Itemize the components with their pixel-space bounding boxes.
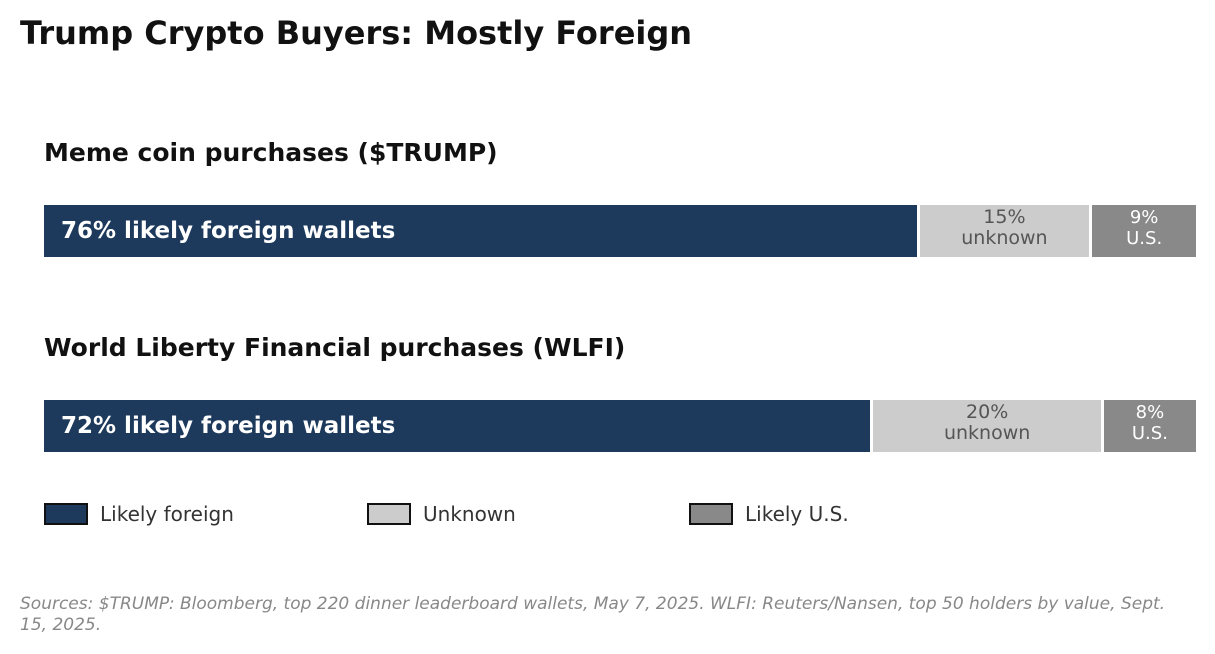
legend-swatch-us bbox=[689, 503, 733, 525]
bar-segment-us: 8% U.S. bbox=[1103, 400, 1196, 452]
panel-title-wlfi: World Liberty Financial purchases (WLFI) bbox=[44, 333, 626, 362]
panel-title-trump: Meme coin purchases ($TRUMP) bbox=[44, 138, 498, 167]
data-label-unknown-pct: 15% bbox=[983, 206, 1026, 228]
bar-segment-unknown: 20% unknown bbox=[873, 400, 1101, 452]
legend-item-foreign: Likely foreign bbox=[44, 502, 234, 526]
legend-label-us: Likely U.S. bbox=[745, 502, 849, 526]
stacked-bar-trump: 76% likely foreign wallets 15% unknown 9… bbox=[44, 205, 1196, 257]
data-label-us-word: U.S. bbox=[1131, 423, 1168, 444]
data-label-us-pct: 8% bbox=[1135, 402, 1165, 423]
legend-label-unknown: Unknown bbox=[423, 502, 516, 526]
stacked-bar-wlfi: 72% likely foreign wallets 20% unknown 8… bbox=[44, 400, 1196, 452]
data-label-us: 8% U.S. bbox=[1104, 402, 1196, 444]
data-label-unknown-pct: 20% bbox=[966, 401, 1009, 423]
legend-swatch-unknown bbox=[367, 503, 411, 525]
legend: Likely foreign Unknown Likely U.S. bbox=[0, 502, 1215, 530]
source-note: Sources: $TRUMP: Bloomberg, top 220 dinn… bbox=[20, 594, 1166, 635]
data-label-us: 9% U.S. bbox=[1092, 207, 1196, 249]
legend-label-foreign: Likely foreign bbox=[100, 502, 234, 526]
data-label-unknown: 20% unknown bbox=[873, 402, 1100, 444]
legend-item-us: Likely U.S. bbox=[689, 502, 849, 526]
legend-item-unknown: Unknown bbox=[367, 502, 516, 526]
legend-swatch-foreign bbox=[44, 503, 88, 525]
data-label-us-word: U.S. bbox=[1126, 228, 1163, 249]
bar-segment-foreign: 76% likely foreign wallets bbox=[44, 205, 917, 257]
bar-segment-us: 9% U.S. bbox=[1092, 205, 1196, 257]
data-label-us-pct: 9% bbox=[1129, 207, 1159, 228]
data-label-foreign: 72% likely foreign wallets bbox=[61, 413, 396, 439]
chart-title: Trump Crypto Buyers: Mostly Foreign bbox=[20, 14, 693, 52]
data-label-unknown: 15% unknown bbox=[920, 207, 1090, 249]
bar-segment-foreign: 72% likely foreign wallets bbox=[44, 400, 871, 452]
data-label-unknown-word: unknown bbox=[943, 422, 1031, 444]
bar-segment-unknown: 15% unknown bbox=[919, 205, 1090, 257]
data-label-unknown-word: unknown bbox=[961, 227, 1048, 249]
data-label-foreign: 76% likely foreign wallets bbox=[61, 218, 396, 244]
